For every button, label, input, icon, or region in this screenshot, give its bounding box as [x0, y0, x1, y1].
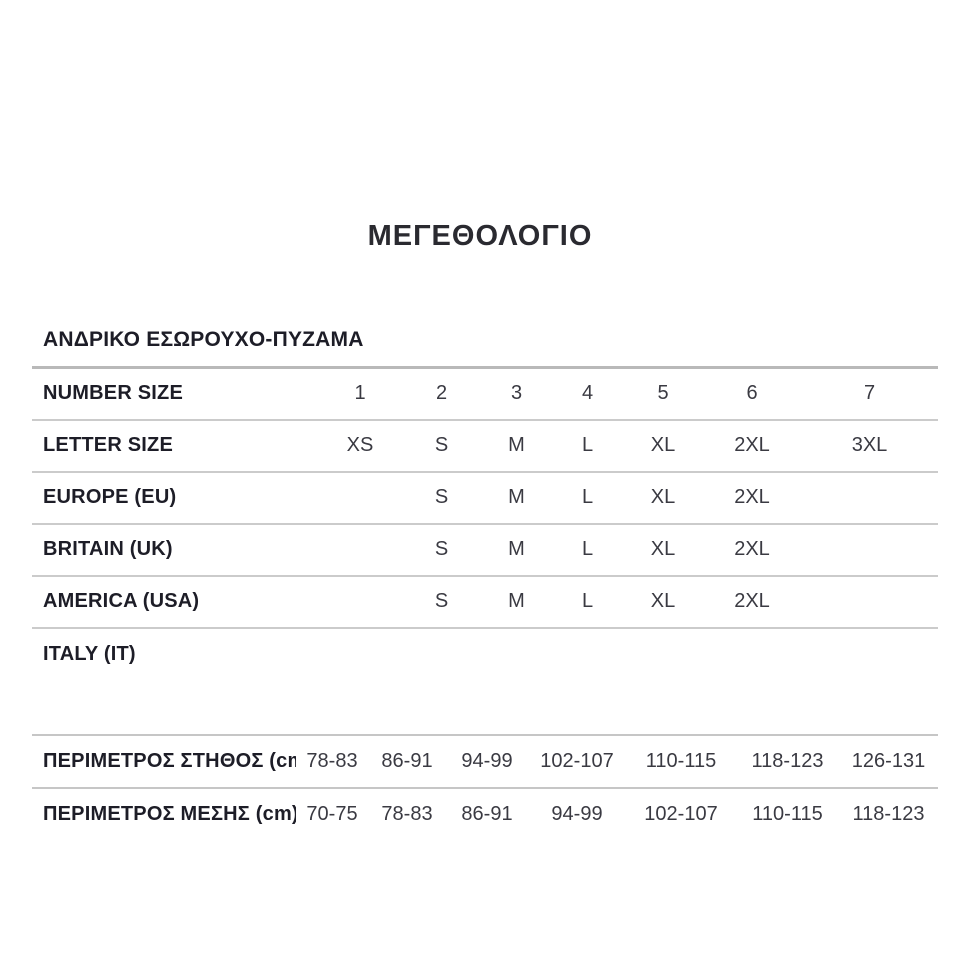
size-cell: S: [434, 434, 449, 456]
size-cell: 4: [581, 382, 594, 405]
measurement-cell: 78-83: [306, 749, 358, 772]
row-label: ITALY (IT): [43, 642, 136, 665]
measurement-cell: 126-131: [851, 749, 926, 772]
measurement-cell: 118-123: [751, 749, 824, 772]
table-row-europe: EUROPE (EU) S M L XL 2XL: [32, 471, 938, 524]
row-label: AMERICA (USA): [43, 590, 200, 612]
row-label: NUMBER SIZE: [43, 382, 183, 405]
size-cell: [402, 628, 481, 680]
size-cell: 1: [354, 382, 366, 405]
size-cell: 7: [863, 382, 876, 405]
size-cell: 2XL: [734, 538, 770, 560]
size-cell: [318, 524, 402, 576]
size-cell: [801, 576, 938, 628]
table-row-number-size: NUMBER SIZE 1 2 3 4 5 6 7: [32, 367, 938, 420]
table-row-chest: ΠΕΡΙΜΕΤΡΟΣ ΣΤΗΘΟΣ (cm) 78-83 86-91 94-99…: [32, 734, 938, 788]
size-cell: [552, 628, 623, 680]
measurement-cell: 86-91: [381, 749, 433, 772]
size-cell: 2XL: [734, 590, 770, 612]
measurement-cell: 102-107: [644, 803, 718, 825]
size-cell: [801, 472, 938, 524]
size-cell: 2: [435, 382, 448, 405]
measurement-cell: 110-115: [752, 803, 823, 825]
size-cell: 3XL: [851, 434, 888, 456]
size-cell: XL: [650, 538, 676, 560]
size-cell: [481, 628, 552, 680]
size-cell: S: [434, 538, 449, 560]
measurement-cell: 94-99: [551, 803, 603, 825]
size-cell: [318, 472, 402, 524]
size-cell: 5: [657, 382, 669, 405]
row-label: LETTER SIZE: [43, 434, 173, 456]
size-cell: M: [508, 590, 525, 612]
measurement-cell: 94-99: [461, 749, 513, 772]
row-label: BRITAIN (UK): [43, 538, 173, 560]
measurement-cell: 110-115: [645, 749, 717, 772]
size-cell: XL: [650, 590, 676, 612]
size-cell: XS: [346, 434, 374, 456]
measurements-table: ΠΕΡΙΜΕΤΡΟΣ ΣΤΗΘΟΣ (cm) 78-83 86-91 94-99…: [32, 734, 938, 841]
measurement-cell: 78-83: [381, 803, 433, 825]
section-gap: [0, 680, 960, 734]
size-cell: [801, 524, 938, 576]
measurement-cell: 70-75: [306, 803, 358, 825]
measurement-cell: 86-91: [461, 803, 513, 825]
measurement-cell: 118-123: [852, 803, 925, 825]
size-cell: M: [508, 486, 525, 508]
size-cell: M: [508, 434, 525, 456]
row-label: ΠΕΡΙΜΕΤΡΟΣ ΣΤΗΘΟΣ (cm): [43, 749, 296, 772]
size-cell: S: [434, 486, 449, 508]
table-row-italy: ITALY (IT): [32, 627, 938, 680]
row-label: ΠΕΡΙΜΕΤΡΟΣ ΜΕΣΗΣ (cm): [43, 803, 296, 825]
table-row-waist: ΠΕΡΙΜΕΤΡΟΣ ΜΕΣΗΣ (cm) 70-75 78-83 86-91 …: [32, 787, 938, 841]
size-cell: [623, 628, 703, 680]
category-heading: ΑΝΔΡΙΚΟ ΕΣΩΡΟΥΧΟ-ΠΥΖΑΜΑ: [43, 328, 364, 351]
size-conversion-table: NUMBER SIZE 1 2 3 4 5 6 7 LETTER SIZE XS…: [32, 366, 938, 680]
size-cell: L: [581, 486, 594, 508]
size-cell: 6: [746, 382, 758, 405]
table-row-letter-size: LETTER SIZE XS S M L XL 2XL 3XL: [32, 419, 938, 472]
page-title: ΜΕΓΕΘΟΛΟΓΙΟ: [367, 220, 593, 252]
measurement-cell: 102-107: [540, 749, 614, 772]
table-row-britain: BRITAIN (UK) S M L XL 2XL: [32, 523, 938, 576]
size-cell: L: [581, 538, 594, 560]
size-cell: [703, 628, 801, 680]
size-cell: [801, 628, 938, 680]
size-cell: L: [581, 590, 594, 612]
size-cell: L: [581, 434, 594, 456]
size-cell: 2XL: [734, 486, 770, 508]
size-cell: [318, 576, 402, 628]
table-row-america: AMERICA (USA) S M L XL 2XL: [32, 575, 938, 628]
row-label: EUROPE (EU): [43, 486, 177, 508]
size-cell: M: [508, 538, 525, 560]
size-cell: [318, 628, 402, 680]
size-cell: 3: [510, 382, 523, 405]
size-cell: XL: [650, 486, 676, 508]
size-cell: 2XL: [734, 434, 770, 456]
size-cell: XL: [650, 434, 676, 456]
size-cell: S: [434, 590, 449, 612]
